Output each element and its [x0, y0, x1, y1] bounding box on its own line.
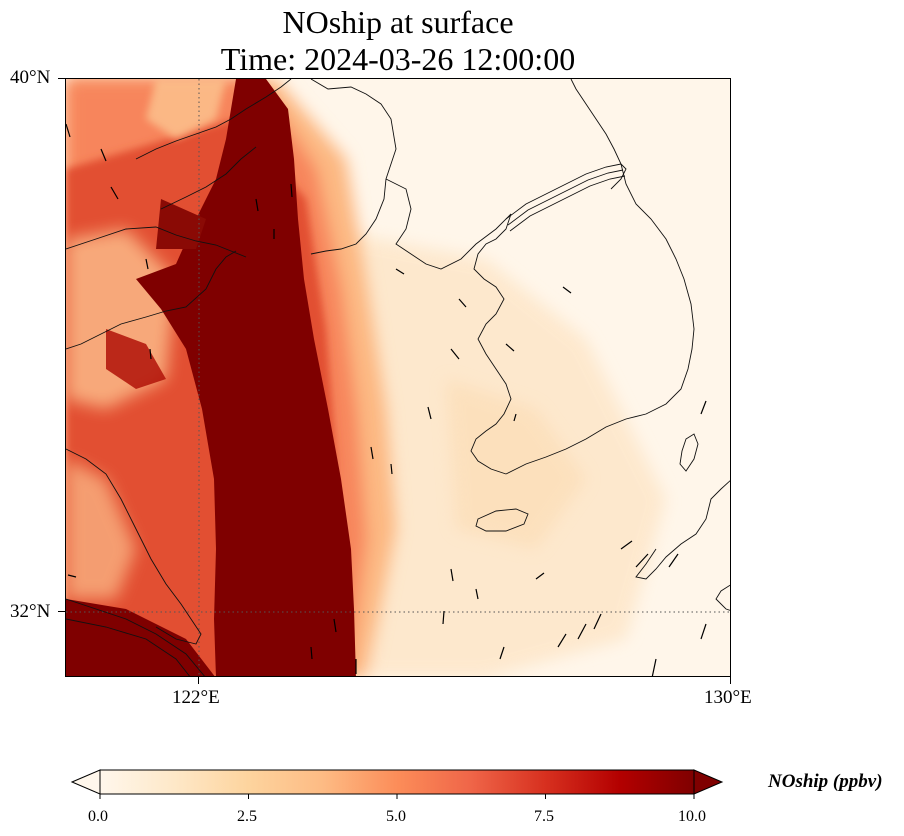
lat-tick-32: 32°N [10, 601, 51, 622]
lat-tick-mark-40 [58, 78, 65, 79]
colorbar-extend-min [70, 769, 101, 795]
map-title: NOship at surface [282, 4, 514, 40]
wind-vectors [66, 123, 707, 676]
map-panel[interactable] [65, 78, 731, 677]
concentration-field [66, 79, 730, 676]
colorbar-tick-0: 0.0 [88, 808, 108, 825]
lon-tick-mark-130 [730, 677, 731, 684]
colorbar-tick-2-5: 2.5 [237, 808, 257, 825]
lon-tick-122: 122°E [172, 687, 220, 708]
map-subtitle-time: Time: 2024-03-26 12:00:00 [220, 41, 576, 77]
colorbar-tick-10: 10.0 [678, 808, 706, 825]
lon-tick-mark-122 [198, 677, 199, 684]
colorbar [70, 769, 724, 799]
map-svg [66, 79, 730, 676]
colorbar-extend-max [693, 769, 724, 795]
colorbar-gradient [99, 769, 695, 795]
lat-tick-40: 40°N [10, 67, 51, 88]
coastlines [66, 79, 730, 676]
colorbar-title: NOship (ppbv) [768, 771, 883, 792]
lat-tick-mark-32 [58, 611, 65, 612]
colorbar-tick-5: 5.0 [386, 808, 406, 825]
lon-tick-130: 130°E [704, 687, 752, 708]
colorbar-tick-7-5: 7.5 [534, 808, 554, 825]
gridlines [66, 79, 730, 676]
